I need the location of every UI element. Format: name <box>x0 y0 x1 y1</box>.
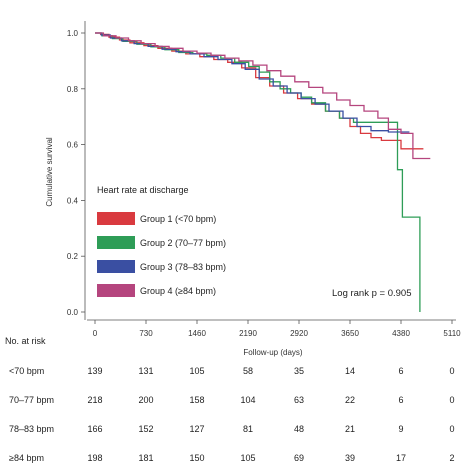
y-axis-title: Cumulative survival <box>45 137 54 207</box>
risk-row-label: <70 bpm <box>9 366 44 376</box>
x-tick-label: 2190 <box>239 329 257 338</box>
risk-cell: 181 <box>138 453 153 463</box>
risk-cell: 0 <box>449 424 454 434</box>
series-line-group-1 <box>95 32 424 150</box>
risk-table-title: No. at risk <box>5 336 46 346</box>
legend: Heart rate at discharge <box>97 185 189 195</box>
legend-title: Heart rate at discharge <box>97 185 189 195</box>
risk-cell: 6 <box>398 366 403 376</box>
y-ticks: 0.0 0.2 0.4 0.6 0.8 1.0 <box>67 29 85 317</box>
risk-table: <70 bpm 139 131 105 58 35 14 6 070–77 bpm 218 200 1… <box>9 366 455 463</box>
x-ticks: 0 730 1460 2190 2920 3650 4380 5110 <box>93 320 461 338</box>
x-tick-label: 4380 <box>392 329 410 338</box>
y-tick-label: 0.4 <box>67 196 79 205</box>
y-tick-label: 0.2 <box>67 252 79 261</box>
risk-cell: 22 <box>345 395 355 405</box>
series-line-group-4 <box>95 32 431 160</box>
legend-swatch-group-3 <box>97 260 135 273</box>
x-tick-label: 3650 <box>341 329 359 338</box>
series-layer <box>95 32 431 312</box>
legend-items: Group 1 (<70 bpm) Group 2 (70–77 bpm) Grou… <box>97 212 226 297</box>
risk-cell: 17 <box>396 453 406 463</box>
risk-cell: 158 <box>189 395 204 405</box>
risk-cell: 127 <box>189 424 204 434</box>
risk-cell: 166 <box>87 424 102 434</box>
legend-swatch-group-1 <box>97 212 135 225</box>
y-tick-label: 1.0 <box>67 29 79 38</box>
risk-cell: 35 <box>294 366 304 376</box>
risk-cell: 58 <box>243 366 253 376</box>
x-tick-label: 1460 <box>188 329 206 338</box>
risk-cell: 9 <box>398 424 403 434</box>
risk-cell: 63 <box>294 395 304 405</box>
x-tick-label: 0 <box>93 329 98 338</box>
risk-cell: 39 <box>345 453 355 463</box>
legend-swatch-group-2 <box>97 236 135 249</box>
risk-cell: 6 <box>398 395 403 405</box>
risk-cell: 198 <box>87 453 102 463</box>
risk-cell: 21 <box>345 424 355 434</box>
risk-cell: 104 <box>240 395 255 405</box>
legend-label-group-3: Group 3 (78–83 bpm) <box>140 262 226 272</box>
risk-cell: 14 <box>345 366 355 376</box>
risk-cell: 81 <box>243 424 253 434</box>
risk-cell: 152 <box>138 424 153 434</box>
risk-cell: 0 <box>449 366 454 376</box>
y-tick-label: 0.8 <box>67 85 79 94</box>
x-tick-label: 2920 <box>290 329 308 338</box>
series-line-group-3 <box>95 32 410 133</box>
y-tick-label: 0.0 <box>67 308 79 317</box>
risk-cell: 139 <box>87 366 102 376</box>
risk-cell: 218 <box>87 395 102 405</box>
risk-cell: 69 <box>294 453 304 463</box>
y-tick-label: 0.6 <box>67 141 79 150</box>
log-rank-annotation: Log rank p = 0.905 <box>332 288 412 299</box>
risk-row-label: ≥84 bpm <box>9 453 44 463</box>
risk-row-label: 78–83 bpm <box>9 424 54 434</box>
risk-cell: 105 <box>240 453 255 463</box>
risk-cell: 200 <box>138 395 153 405</box>
risk-cell: 150 <box>189 453 204 463</box>
x-tick-label: 730 <box>139 329 153 338</box>
risk-cell: 131 <box>138 366 153 376</box>
x-tick-label: 5110 <box>443 329 461 338</box>
legend-label-group-1: Group 1 (<70 bpm) <box>140 214 216 224</box>
plot-axes <box>84 21 456 321</box>
x-axis-title: Follow-up (days) <box>243 348 302 357</box>
risk-cell: 0 <box>449 395 454 405</box>
legend-label-group-4: Group 4 (≥84 bpm) <box>140 286 216 296</box>
legend-label-group-2: Group 2 (70–77 bpm) <box>140 238 226 248</box>
risk-cell: 105 <box>189 366 204 376</box>
risk-cell: 2 <box>449 453 454 463</box>
risk-row-label: 70–77 bpm <box>9 395 54 405</box>
risk-cell: 48 <box>294 424 304 434</box>
legend-swatch-group-4 <box>97 284 135 297</box>
